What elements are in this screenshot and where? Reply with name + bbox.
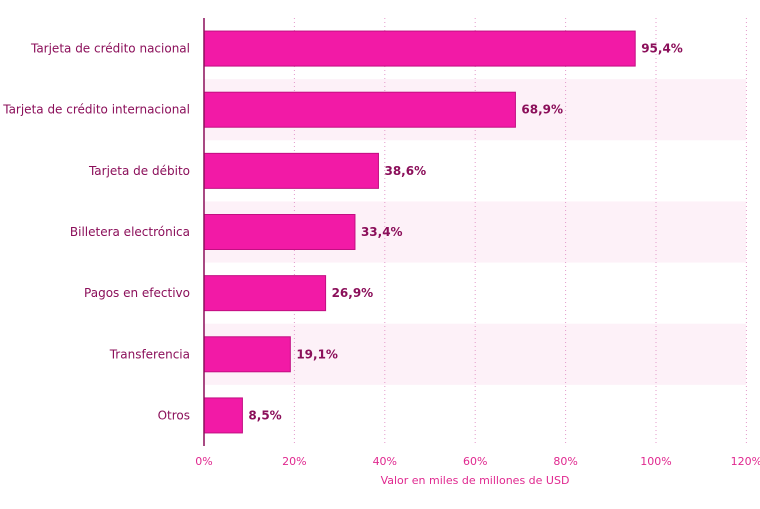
- bar: [203, 214, 356, 250]
- x-tick-label: 60%: [463, 455, 487, 468]
- x-tick-label: 0%: [195, 455, 212, 468]
- value-label: 26,9%: [332, 286, 374, 300]
- value-label: 33,4%: [361, 225, 403, 239]
- category-label: Otros: [158, 408, 190, 422]
- x-tick-label: 80%: [553, 455, 577, 468]
- x-tick-label: 20%: [282, 455, 306, 468]
- category-label: Tarjeta de crédito nacional: [30, 42, 190, 56]
- value-labels: 95,4% 68,9% 38,6% 33,4% 26,9% 19,1% 8,5%: [248, 42, 682, 423]
- category-label: Transferencia: [109, 347, 190, 361]
- x-tick-label: 100%: [640, 455, 671, 468]
- grid-lines: [293, 18, 747, 446]
- bar: [203, 91, 516, 128]
- x-axis-title: Valor en miles de millones de USD: [381, 474, 570, 487]
- value-label: 38,6%: [384, 164, 426, 178]
- value-label: 68,9%: [521, 103, 563, 117]
- bar: [203, 336, 291, 373]
- x-tick-label: 40%: [373, 455, 397, 468]
- bar: [203, 30, 636, 67]
- value-label: 95,4%: [641, 42, 683, 56]
- value-label: 8,5%: [248, 408, 281, 422]
- category-label: Pagos en efectivo: [84, 286, 190, 300]
- category-label: Billetera electrónica: [70, 225, 190, 239]
- category-label: Tarjeta de crédito internacional: [2, 103, 190, 117]
- bar: [203, 275, 327, 312]
- category-label: Tarjeta de débito: [88, 164, 190, 178]
- value-label: 19,1%: [296, 347, 338, 361]
- bar: [203, 397, 243, 434]
- x-tick-labels: 0% 20% 40% 60% 80% 100% 120%: [195, 455, 760, 468]
- x-tick-label: 120%: [731, 455, 760, 468]
- bar: [203, 152, 379, 189]
- category-labels: Tarjeta de crédito nacional Tarjeta de cr…: [2, 42, 190, 423]
